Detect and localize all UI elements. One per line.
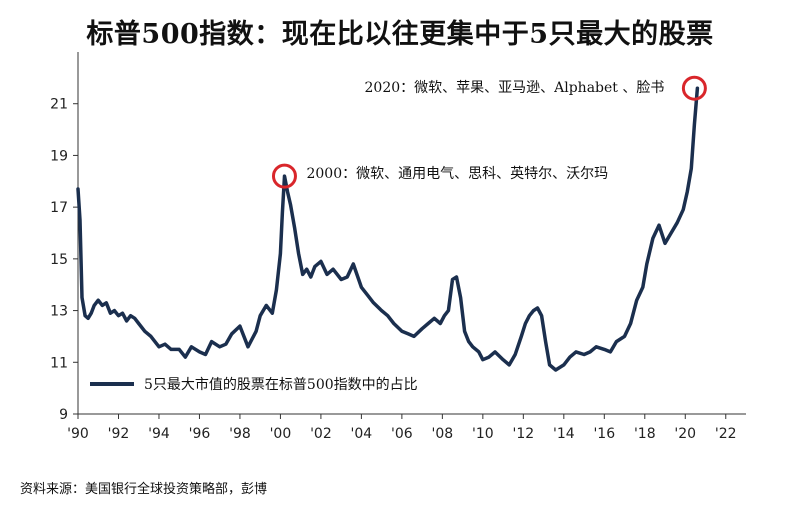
annotation-label: 2000：微软、通用电气、思科、英特尔、沃尔玛 [306, 165, 608, 182]
y-tick-label: 15 [50, 252, 68, 268]
x-tick-label: '02 [310, 426, 332, 442]
highlight-circle [271, 163, 297, 189]
x-tick-label: '16 [593, 426, 615, 442]
annotation-label: 2020：微软、苹果、亚马逊、Alphabet 、脸书 [365, 80, 665, 96]
x-tick-label: '12 [512, 426, 534, 442]
x-tick-label: '14 [553, 426, 575, 442]
annotations: 2020：微软、苹果、亚马逊、Alphabet 、脸书 2000：微软、通用电气、… [271, 75, 707, 189]
y-tick-label: 13 [50, 304, 68, 320]
x-tick-label: '18 [634, 426, 656, 442]
chart-title: 标普500指数：现在比以往更集中于5只最大的股票 [86, 19, 714, 50]
x-tick-label: '04 [351, 426, 373, 442]
x-tick-label: '06 [391, 426, 413, 442]
y-tick-label: 21 [50, 97, 68, 113]
x-tick-label: '08 [432, 426, 454, 442]
y-tick-label: 17 [50, 200, 68, 216]
series [76, 86, 700, 372]
x-tick-label: '20 [674, 426, 696, 442]
y-tick-label: 19 [50, 148, 68, 164]
axes: 9 11 13 15 17 19 21 '90 '92 '94 '96 '98 '00 '02 '04 '06… [50, 52, 746, 442]
x-tick-label: '22 [715, 426, 737, 442]
x-tick-label: '90 [67, 426, 89, 442]
source-note: 资料来源：美国银行全球投资策略部，彭博 [20, 482, 268, 497]
legend: 5只最大市值的股票在标普500指数中的占比 [90, 376, 418, 393]
y-tick-label: 9 [59, 407, 68, 423]
x-tick-label: '92 [108, 426, 130, 442]
legend-label: 5只最大市值的股票在标普500指数中的占比 [144, 376, 418, 393]
x-tick-label: '98 [229, 426, 251, 442]
x-tick-label: '96 [189, 426, 211, 442]
series-line [76, 86, 700, 372]
x-tick-label: '00 [270, 426, 292, 442]
y-tick-label: 11 [50, 355, 68, 371]
highlight-circle [681, 75, 707, 101]
x-tick-label: '94 [148, 426, 170, 442]
x-tick-label: '10 [472, 426, 494, 442]
